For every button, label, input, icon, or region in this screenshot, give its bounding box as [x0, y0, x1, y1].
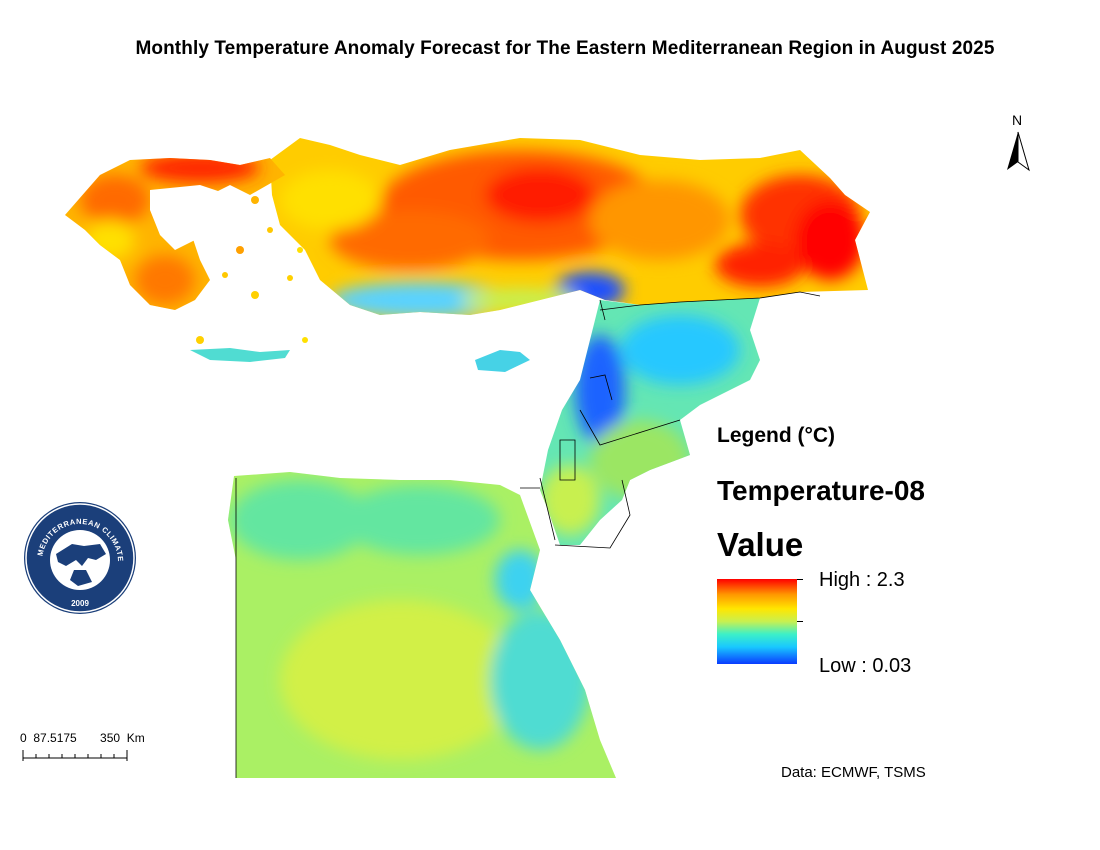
egypt-region: [228, 472, 616, 778]
legend-color-ramp: [717, 579, 797, 664]
scale-bar-labels: 0 87.5175 350 Km: [20, 731, 145, 745]
aegean-islands: [190, 196, 530, 372]
scale-bar: [22, 748, 128, 762]
north-arrow: [1003, 112, 1033, 174]
levant-region: [540, 298, 760, 545]
legend-heading: Legend (°C): [717, 424, 836, 447]
legend-tick-top: [797, 579, 803, 580]
country-borders: [235, 291, 821, 778]
data-source-credit: Data: ECMWF, TSMS: [781, 764, 926, 781]
legend-low-label: Low : 0.03: [819, 655, 912, 677]
legend-high-label: High : 2.3: [819, 569, 905, 591]
legend-value-label: Value: [717, 526, 804, 563]
turkey-region: [270, 138, 870, 315]
emcc-logo: EASTERN MEDITERRANEAN CLIMATE CENTRE 200…: [19, 493, 138, 616]
svg-text:2009: 2009: [71, 599, 89, 608]
legend-layer-name: Temperature-08: [717, 475, 926, 506]
north-arrow-label: N: [1012, 112, 1023, 128]
greece-region: [65, 158, 285, 310]
map-title: Monthly Temperature Anomaly Forecast for…: [135, 38, 995, 59]
legend-tick-mid: [797, 621, 803, 622]
